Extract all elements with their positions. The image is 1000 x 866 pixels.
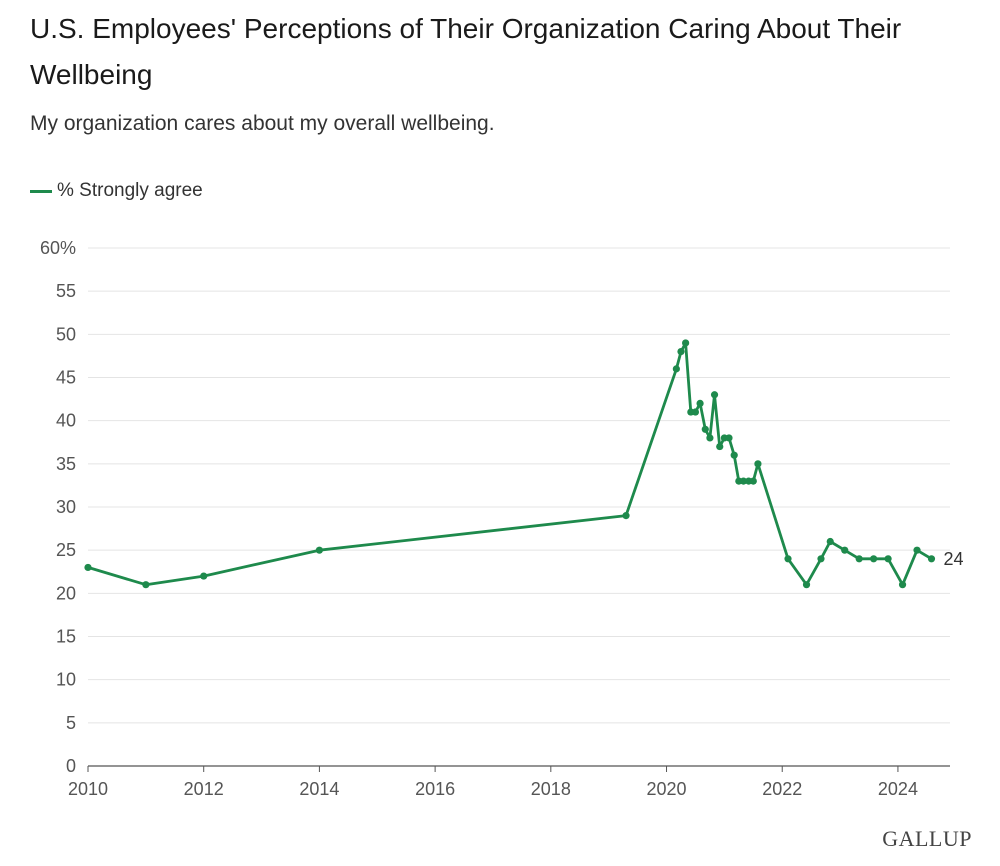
data-point	[701, 425, 709, 433]
data-point	[682, 339, 690, 347]
y-tick-label-0: 0	[66, 756, 76, 776]
legend: % Strongly agree	[30, 180, 203, 202]
series-line-strongly-agree	[86, 341, 933, 587]
x-tick-label-2010: 2010	[68, 779, 108, 799]
data-point	[802, 581, 811, 589]
data-point	[749, 477, 757, 485]
y-tick-label-45: 45	[56, 368, 76, 388]
y-tick-label-5: 5	[66, 713, 76, 733]
data-point	[784, 555, 792, 563]
data-point	[716, 442, 724, 451]
y-tick-label-10: 10	[56, 670, 76, 690]
y-tick-label-15: 15	[56, 627, 76, 647]
x-tick-label-2016: 2016	[415, 779, 455, 799]
data-point	[826, 537, 834, 546]
data-point	[754, 460, 762, 468]
legend-label: % Strongly agree	[57, 180, 203, 201]
data-point	[84, 563, 92, 572]
data-point	[913, 546, 921, 554]
data-point	[817, 555, 825, 563]
data-point	[142, 581, 150, 589]
data-point	[855, 555, 863, 563]
data-point	[706, 434, 714, 442]
data-point	[725, 434, 733, 442]
data-point	[691, 408, 700, 416]
data-point	[730, 451, 738, 459]
y-tick-label-35: 35	[56, 454, 76, 474]
end-value-label: 24	[943, 549, 963, 569]
x-tick-label-2014: 2014	[299, 779, 339, 799]
x-tick-label-2020: 2020	[647, 779, 687, 799]
data-point	[677, 348, 685, 356]
data-point	[672, 365, 680, 373]
data-point	[739, 477, 748, 485]
y-tick-label-30: 30	[56, 497, 76, 517]
data-point	[927, 555, 936, 563]
data-point	[841, 546, 849, 554]
gallup-logo: GALLUP	[882, 826, 972, 851]
x-tick-label-2024: 2024	[878, 779, 918, 799]
y-tick-label-25: 25	[56, 540, 76, 560]
chart-subtitle: My organization cares about my overall w…	[30, 112, 495, 135]
x-tick-label-2018: 2018	[531, 779, 571, 799]
data-point	[884, 555, 892, 563]
legend-line-swatch	[30, 189, 52, 193]
y-tick-label-55: 55	[56, 281, 76, 301]
data-point	[315, 546, 324, 554]
data-point	[870, 555, 878, 563]
data-point	[200, 572, 208, 580]
data-point	[710, 391, 719, 399]
y-tick-label-40: 40	[56, 411, 76, 431]
x-tick-label-2012: 2012	[184, 779, 224, 799]
y-tick-label-20: 20	[56, 583, 76, 603]
x-tick-label-2022: 2022	[762, 779, 802, 799]
y-tick-label-60: 60%	[40, 238, 76, 258]
data-point	[696, 399, 704, 407]
y-tick-label-50: 50	[56, 324, 76, 344]
data-point	[898, 581, 907, 589]
chart-title: U.S. Employees' Perceptions of Their Org…	[30, 13, 902, 90]
data-point	[622, 512, 630, 520]
